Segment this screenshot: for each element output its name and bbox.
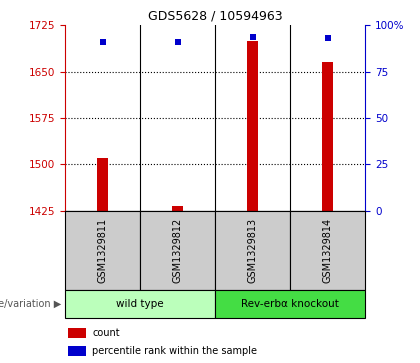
Text: wild type: wild type xyxy=(116,299,164,309)
Text: Rev-erbα knockout: Rev-erbα knockout xyxy=(241,299,339,309)
Text: genotype/variation ▶: genotype/variation ▶ xyxy=(0,299,61,309)
Bar xyxy=(97,158,108,211)
Title: GDS5628 / 10594963: GDS5628 / 10594963 xyxy=(148,10,283,23)
Text: GSM1329813: GSM1329813 xyxy=(248,218,258,283)
Bar xyxy=(172,206,184,211)
Bar xyxy=(247,41,258,211)
Bar xyxy=(65,290,215,318)
Text: GSM1329811: GSM1329811 xyxy=(97,218,108,283)
Text: GSM1329814: GSM1329814 xyxy=(323,218,333,283)
Bar xyxy=(290,211,365,290)
Text: count: count xyxy=(92,329,120,338)
Bar xyxy=(215,290,365,318)
Bar xyxy=(322,62,333,211)
Bar xyxy=(68,346,86,356)
Bar xyxy=(65,211,140,290)
Bar xyxy=(215,211,290,290)
Bar xyxy=(140,211,215,290)
Text: percentile rank within the sample: percentile rank within the sample xyxy=(92,346,257,356)
Text: GSM1329812: GSM1329812 xyxy=(173,218,183,283)
Bar xyxy=(68,328,86,338)
